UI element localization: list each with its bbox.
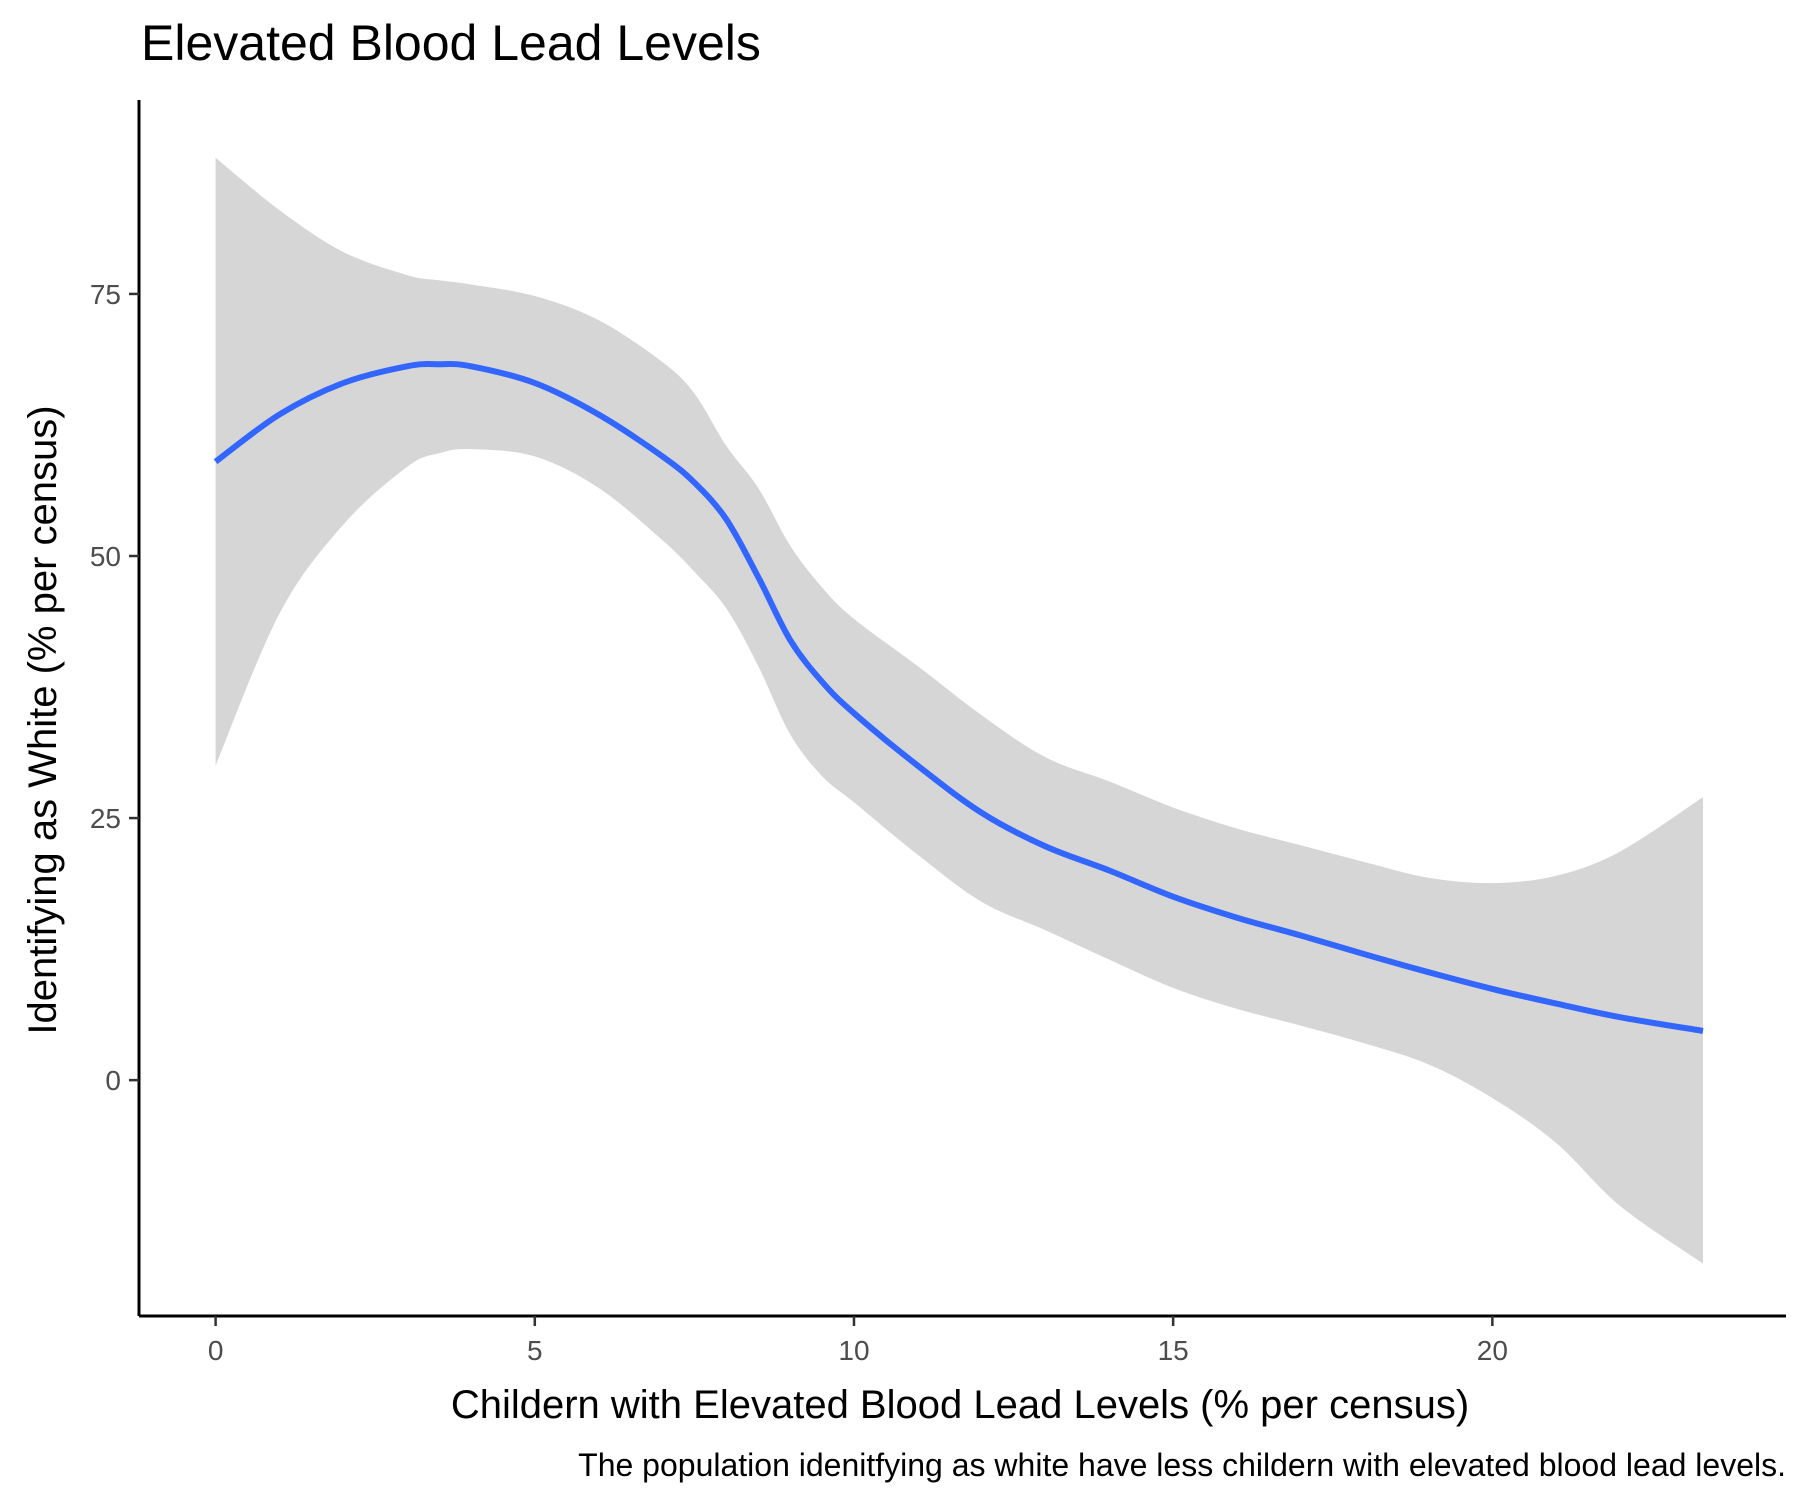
y-tick-label: 25 xyxy=(90,803,121,834)
x-axis-title: Childern with Elevated Blood Lead Levels… xyxy=(451,1383,1469,1427)
x-tick-label: 15 xyxy=(1158,1335,1189,1366)
x-tick-label: 5 xyxy=(527,1335,543,1366)
x-tick-label: 10 xyxy=(838,1335,869,1366)
y-tick-label: 0 xyxy=(105,1065,121,1096)
plot-area xyxy=(213,157,1704,1264)
x-tick-label: 0 xyxy=(208,1335,224,1366)
confidence-band xyxy=(215,157,1704,1264)
y-axis-title: Identifying as White (% per census) xyxy=(21,405,65,1034)
y-tick-label: 75 xyxy=(90,279,121,310)
axes: 0 5 10 15 20 0 25 50 75 xyxy=(90,100,1786,1366)
smooth-trend-line xyxy=(213,361,1704,1034)
x-tick-label: 20 xyxy=(1477,1335,1508,1366)
y-tick-label: 50 xyxy=(90,541,121,572)
chart-caption: The population idenitfying as white have… xyxy=(578,1447,1786,1483)
chart-title: Elevated Blood Lead Levels xyxy=(141,15,761,71)
